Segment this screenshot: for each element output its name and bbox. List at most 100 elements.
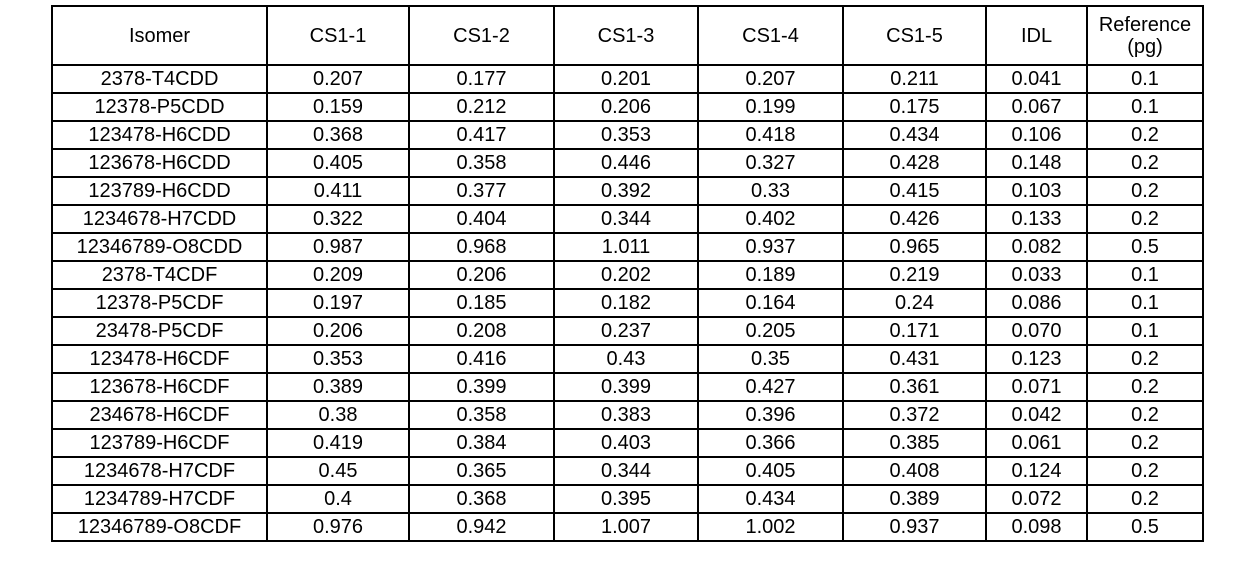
- cell-cs1-1: 0.389: [266, 372, 410, 402]
- cell-cs1-2: 0.377: [408, 176, 555, 206]
- cell-reference: 0.2: [1086, 204, 1204, 234]
- cell-reference: 0.2: [1086, 120, 1204, 150]
- cell-cs1-3: 0.43: [553, 344, 699, 374]
- cell-cs1-3: 0.202: [553, 260, 699, 290]
- cell-idl: 0.071: [985, 372, 1088, 402]
- cell-cs1-4: 0.164: [697, 288, 844, 318]
- cell-cs1-3: 0.206: [553, 92, 699, 122]
- cell-cs1-5: 0.428: [842, 148, 987, 178]
- cell-idl: 0.124: [985, 456, 1088, 486]
- cell-idl: 0.103: [985, 176, 1088, 206]
- cell-isomer: 12346789-O8CDD: [51, 232, 268, 262]
- table-header: Isomer CS1-1 CS1-2 CS1-3 CS1-4 CS1-5 IDL…: [51, 5, 1204, 66]
- cell-idl: 0.042: [985, 400, 1088, 430]
- cell-cs1-5: 0.361: [842, 372, 987, 402]
- table-row: 1234789-H7CDF 0.4 0.368 0.395 0.434 0.389 0.07…: [51, 484, 1204, 514]
- cell-cs1-4: 0.199: [697, 92, 844, 122]
- cell-isomer: 123789-H6CDD: [51, 176, 268, 206]
- header-cs1-5: CS1-5: [842, 5, 987, 66]
- table-body: 2378-T4CDD 0.207 0.177 0.201 0.207 0.211 0.041…: [51, 64, 1204, 542]
- cell-cs1-4: 0.937: [697, 232, 844, 262]
- cell-cs1-2: 0.942: [408, 512, 555, 542]
- cell-cs1-1: 0.353: [266, 344, 410, 374]
- table-row: 12346789-O8CDF 0.976 0.942 1.007 1.002 0.937 0…: [51, 512, 1204, 542]
- cell-cs1-1: 0.419: [266, 428, 410, 458]
- cell-isomer: 12378-P5CDD: [51, 92, 268, 122]
- cell-idl: 0.070: [985, 316, 1088, 346]
- header-row: Isomer CS1-1 CS1-2 CS1-3 CS1-4 CS1-5 IDL…: [51, 5, 1204, 66]
- cell-cs1-2: 0.399: [408, 372, 555, 402]
- cell-cs1-1: 0.38: [266, 400, 410, 430]
- cell-reference: 0.1: [1086, 288, 1204, 318]
- cell-cs1-4: 0.327: [697, 148, 844, 178]
- cell-cs1-3: 0.201: [553, 64, 699, 94]
- cell-isomer: 2378-T4CDF: [51, 260, 268, 290]
- header-isomer: Isomer: [51, 5, 268, 66]
- cell-idl: 0.123: [985, 344, 1088, 374]
- table-row: 2378-T4CDF 0.209 0.206 0.202 0.189 0.219 0.033…: [51, 260, 1204, 290]
- cell-cs1-4: 0.405: [697, 456, 844, 486]
- table-row: 23478-P5CDF 0.206 0.208 0.237 0.205 0.171 0.07…: [51, 316, 1204, 346]
- table-row: 1234678-H7CDD 0.322 0.404 0.344 0.402 0.426 0.…: [51, 204, 1204, 234]
- header-cs1-1: CS1-1: [266, 5, 410, 66]
- cell-reference: 0.5: [1086, 232, 1204, 262]
- cell-cs1-1: 0.4: [266, 484, 410, 514]
- cell-reference: 0.2: [1086, 148, 1204, 178]
- table-row: 1234678-H7CDF 0.45 0.365 0.344 0.405 0.408 0.1…: [51, 456, 1204, 486]
- cell-cs1-4: 0.427: [697, 372, 844, 402]
- cell-idl: 0.082: [985, 232, 1088, 262]
- cell-idl: 0.106: [985, 120, 1088, 150]
- table-row: 123478-H6CDF 0.353 0.416 0.43 0.35 0.431 0.123…: [51, 344, 1204, 374]
- cell-isomer: 123678-H6CDF: [51, 372, 268, 402]
- cell-cs1-4: 0.33: [697, 176, 844, 206]
- header-reference: Reference (pg): [1086, 5, 1204, 66]
- cell-reference: 0.2: [1086, 372, 1204, 402]
- cell-isomer: 234678-H6CDF: [51, 400, 268, 430]
- cell-cs1-2: 0.384: [408, 428, 555, 458]
- isomer-results-table: Isomer CS1-1 CS1-2 CS1-3 CS1-4 CS1-5 IDL…: [51, 5, 1204, 542]
- cell-cs1-3: 0.383: [553, 400, 699, 430]
- cell-isomer: 23478-P5CDF: [51, 316, 268, 346]
- table-row: 123678-H6CDD 0.405 0.358 0.446 0.327 0.428 0.1…: [51, 148, 1204, 178]
- cell-cs1-5: 0.415: [842, 176, 987, 206]
- cell-cs1-1: 0.206: [266, 316, 410, 346]
- cell-cs1-5: 0.937: [842, 512, 987, 542]
- cell-cs1-2: 0.212: [408, 92, 555, 122]
- cell-cs1-2: 0.358: [408, 400, 555, 430]
- cell-reference: 0.2: [1086, 400, 1204, 430]
- cell-cs1-2: 0.206: [408, 260, 555, 290]
- cell-cs1-4: 0.396: [697, 400, 844, 430]
- cell-cs1-1: 0.322: [266, 204, 410, 234]
- cell-cs1-1: 0.976: [266, 512, 410, 542]
- cell-cs1-4: 0.207: [697, 64, 844, 94]
- cell-idl: 0.072: [985, 484, 1088, 514]
- cell-cs1-5: 0.372: [842, 400, 987, 430]
- cell-cs1-5: 0.434: [842, 120, 987, 150]
- cell-cs1-3: 0.344: [553, 204, 699, 234]
- cell-reference: 0.1: [1086, 92, 1204, 122]
- cell-isomer: 123478-H6CDD: [51, 120, 268, 150]
- cell-isomer: 1234789-H7CDF: [51, 484, 268, 514]
- cell-reference: 0.1: [1086, 260, 1204, 290]
- cell-cs1-5: 0.408: [842, 456, 987, 486]
- cell-reference: 0.2: [1086, 484, 1204, 514]
- cell-isomer: 1234678-H7CDD: [51, 204, 268, 234]
- cell-cs1-1: 0.45: [266, 456, 410, 486]
- cell-cs1-4: 0.418: [697, 120, 844, 150]
- cell-cs1-2: 0.368: [408, 484, 555, 514]
- cell-cs1-2: 0.417: [408, 120, 555, 150]
- cell-cs1-5: 0.965: [842, 232, 987, 262]
- cell-cs1-5: 0.219: [842, 260, 987, 290]
- cell-cs1-5: 0.385: [842, 428, 987, 458]
- cell-isomer: 123478-H6CDF: [51, 344, 268, 374]
- cell-cs1-3: 0.399: [553, 372, 699, 402]
- table-row: 123678-H6CDF 0.389 0.399 0.399 0.427 0.361 0.0…: [51, 372, 1204, 402]
- header-cs1-2: CS1-2: [408, 5, 555, 66]
- cell-reference: 0.1: [1086, 64, 1204, 94]
- cell-idl: 0.098: [985, 512, 1088, 542]
- cell-cs1-5: 0.171: [842, 316, 987, 346]
- cell-reference: 0.2: [1086, 428, 1204, 458]
- cell-cs1-2: 0.358: [408, 148, 555, 178]
- cell-idl: 0.133: [985, 204, 1088, 234]
- cell-cs1-2: 0.404: [408, 204, 555, 234]
